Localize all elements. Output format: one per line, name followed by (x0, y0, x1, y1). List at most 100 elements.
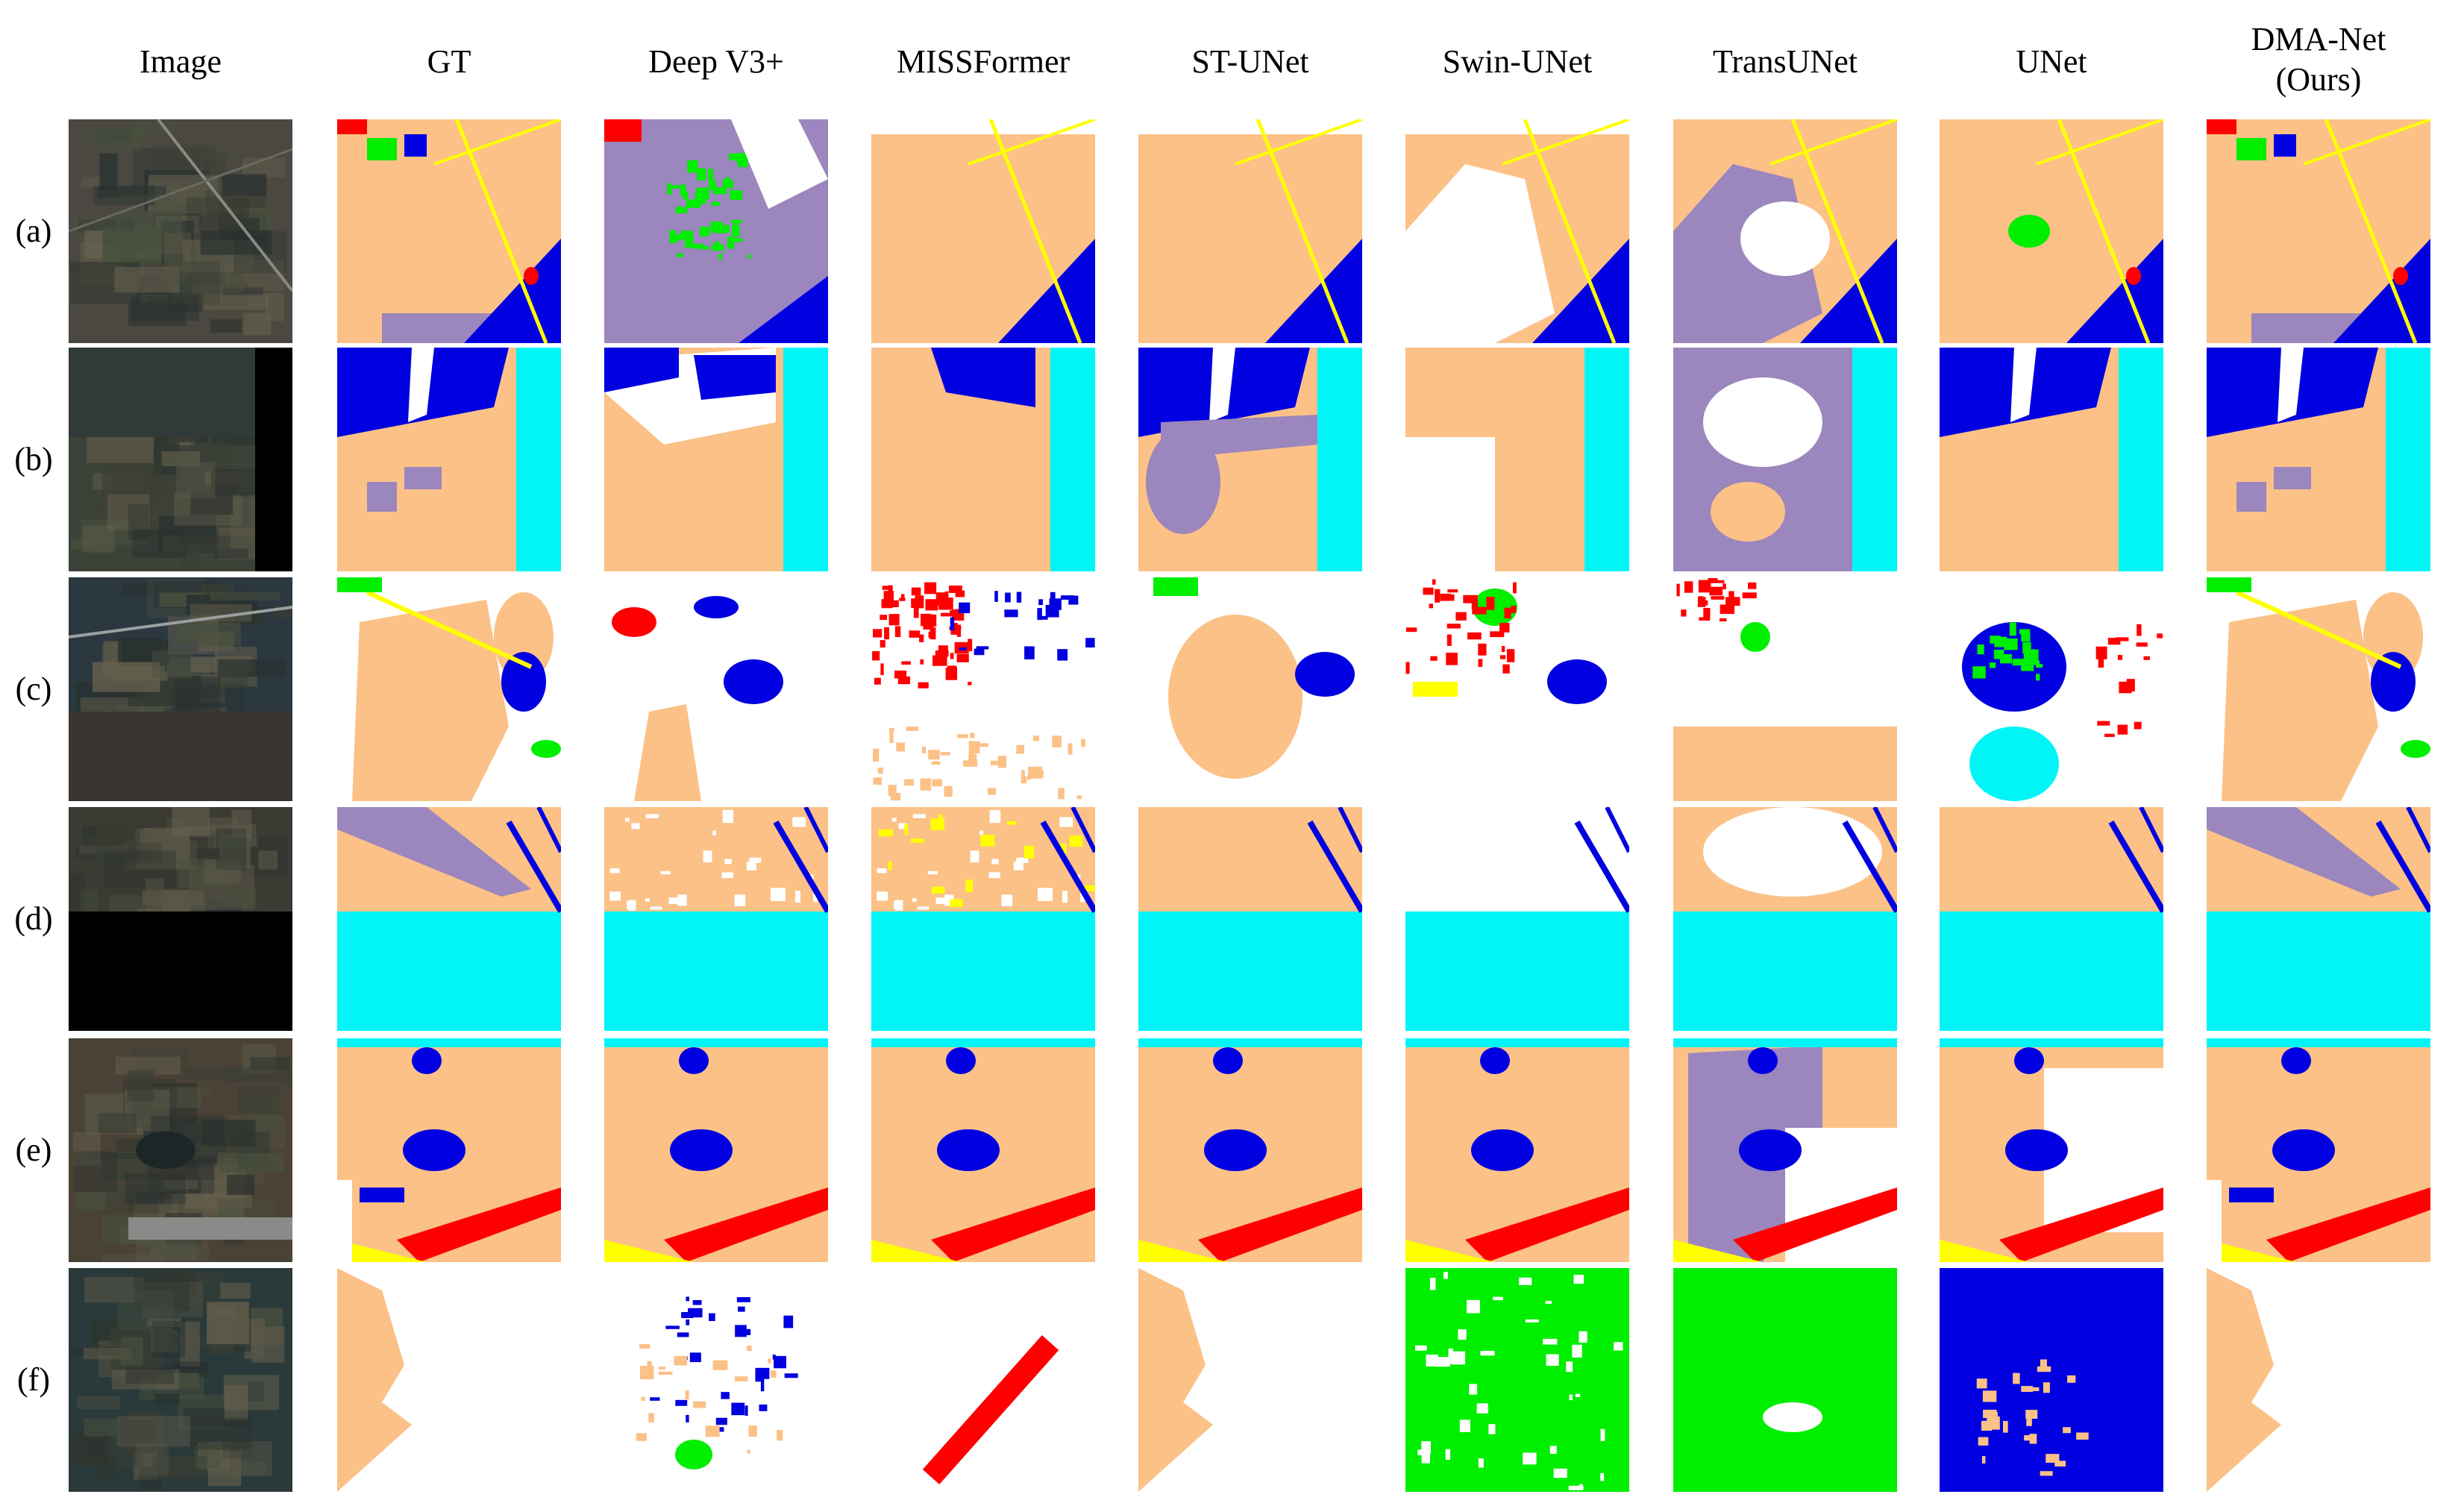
speckle (1566, 1361, 1573, 1372)
region (1711, 482, 1785, 542)
row-label-b: (b) (14, 441, 53, 477)
tile-graphic (1673, 807, 1897, 1031)
speckle (1058, 843, 1067, 855)
satellite-texture (161, 451, 201, 467)
region (1138, 1268, 1213, 1492)
tile-graphic (604, 1038, 828, 1262)
speckle (747, 254, 751, 259)
segmentation-map-d-6 (1405, 807, 1629, 1031)
water-channel (2139, 807, 2163, 853)
water-channel (1605, 807, 1629, 853)
region (1213, 1047, 1243, 1074)
column-header-9: DMA-Net (Ours) (2251, 21, 2386, 98)
speckle (1032, 735, 1040, 741)
region (367, 138, 397, 160)
satellite-texture (233, 1462, 268, 1474)
speckle (1486, 597, 1495, 610)
segmentation-map-a-4 (871, 119, 1095, 343)
road-line (2324, 119, 2418, 343)
speckle (912, 898, 917, 902)
speckle (956, 653, 969, 662)
satellite-texture (71, 1431, 109, 1466)
satellite-texture (218, 1152, 284, 1173)
speckle (1506, 649, 1515, 662)
region (2363, 592, 2423, 682)
region (694, 596, 739, 618)
speckle (1546, 1354, 1559, 1367)
speckle (722, 809, 734, 823)
speckle (1569, 1394, 1573, 1401)
speckle (2024, 1435, 2034, 1441)
speckle (945, 667, 958, 680)
region (1405, 119, 1629, 134)
speckle (1990, 1412, 1998, 1421)
speckle (747, 1449, 750, 1454)
road-line (69, 606, 292, 639)
tile-graphic (1405, 119, 1629, 343)
speckle (913, 606, 919, 618)
satellite-texture (84, 230, 103, 259)
satellite-texture (79, 888, 98, 912)
speckle (770, 1370, 777, 1378)
region (337, 1180, 352, 1262)
speckle (693, 1401, 706, 1408)
speckle (1600, 1428, 1605, 1442)
segmentation-map-f-9 (2207, 1268, 2430, 1492)
river-region (337, 1038, 561, 1047)
speckle (645, 814, 659, 818)
speckle (631, 823, 640, 829)
row-label-c: (c) (15, 671, 52, 707)
segmentation-map-e-7 (1673, 1038, 1897, 1262)
region (337, 577, 382, 592)
road-line (988, 119, 1082, 343)
speckle (2037, 1366, 2051, 1372)
speckle (1471, 600, 1479, 609)
satellite-texture (77, 1396, 121, 1410)
speckle (956, 624, 962, 637)
speckle (930, 818, 944, 830)
satellite-texture (216, 828, 247, 870)
speckle (732, 224, 740, 237)
speckle (609, 891, 621, 901)
segmentation-map-c-6 (1405, 577, 1629, 801)
speckle (950, 617, 955, 631)
speckle (2157, 633, 2163, 639)
speckle (685, 1390, 689, 1399)
tile-graphic (1138, 348, 1362, 571)
speckle (1703, 608, 1711, 618)
region (1161, 415, 1317, 459)
speckle (2040, 1359, 2048, 1372)
speckle (1467, 1299, 1480, 1314)
speckle (1579, 1331, 1587, 1343)
tile-graphic (871, 1038, 1095, 1262)
speckle (1990, 636, 2001, 644)
tile-graphic (69, 1268, 292, 1492)
region (2281, 1047, 2311, 1074)
region (1673, 727, 1897, 801)
satellite-texture (207, 1441, 272, 1477)
speckle (1021, 776, 1027, 784)
speckle (701, 245, 709, 250)
speckle (1977, 644, 1984, 655)
building-region (1465, 1187, 1629, 1262)
speckle (1021, 770, 1025, 778)
satellite-texture (134, 1270, 190, 1311)
speckle (1525, 1319, 1539, 1323)
speckle (624, 818, 630, 822)
segmentation-map-f-7 (1673, 1268, 1897, 1492)
region (69, 348, 255, 437)
speckle (715, 225, 730, 233)
speckle (1493, 1296, 1503, 1301)
speckle (990, 760, 1002, 765)
speckle (1499, 655, 1506, 659)
speckle (2025, 1410, 2038, 1419)
water-region (937, 1129, 1000, 1171)
speckle (746, 1345, 752, 1352)
region (2401, 740, 2430, 758)
river-region (871, 1038, 1095, 1047)
segmentation-map-b-7 (1673, 348, 1897, 571)
speckle (1748, 582, 1757, 589)
speckle (658, 1371, 673, 1375)
building-region (1733, 1187, 1897, 1262)
road-region (871, 1240, 961, 1262)
